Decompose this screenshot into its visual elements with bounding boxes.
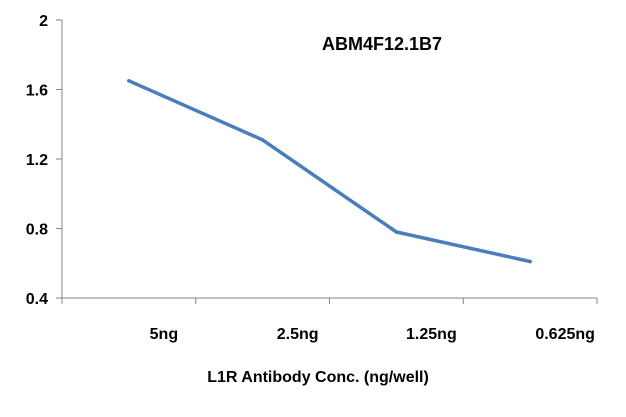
data-point [260,138,265,142]
chart-title: ABM4F12.1B7 [322,34,442,54]
y-tick-label: 0.8 [26,222,48,239]
y-tick-label: 1.6 [26,83,48,100]
axes [61,20,597,299]
x-axis-ticks: 5ng 2.5ng 1.25ng 0.625ng [61,298,598,343]
y-tick-label: 1.2 [26,152,48,169]
y-tick-label: 0.4 [26,291,48,308]
x-tick-label: 2.5ng [277,326,319,343]
series-line [127,79,532,264]
y-axis-ticks: 0.4 0.8 1.2 1.6 2 [26,13,62,308]
x-tick-label: 5ng [150,326,178,343]
x-tick-label: 1.25ng [406,326,457,343]
data-point [528,259,532,264]
series-group [127,79,532,264]
x-tick-label: 0.625ng [535,326,595,343]
x-axis-title: L1R Antibody Conc. (ng/well) [207,369,429,386]
data-point [127,79,131,83]
y-tick-label: 2 [39,13,48,30]
data-point [394,230,399,234]
